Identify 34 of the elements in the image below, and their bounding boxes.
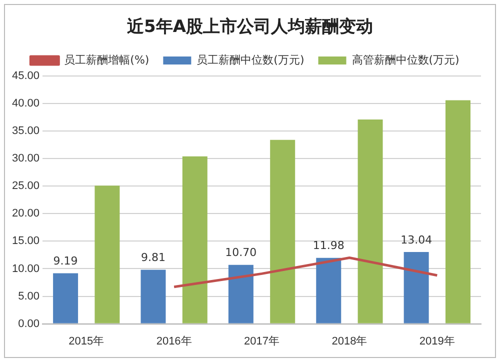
- y-tick-label: 40.00: [12, 98, 40, 110]
- bar: [404, 252, 429, 324]
- bar: [316, 258, 342, 324]
- bar: [94, 186, 120, 324]
- legend-label: 高管薪酬中位数(万元): [352, 53, 460, 66]
- y-tick-label: 35.00: [12, 125, 40, 138]
- y-tick-label: 5.00: [18, 290, 40, 302]
- x-tick-label: 2015年: [68, 335, 104, 348]
- y-tick-label: 10.00: [12, 262, 40, 275]
- y-tick-label: 0.00: [18, 318, 40, 330]
- x-tick-label: 2016年: [156, 335, 192, 348]
- y-tick-label: 45.00: [12, 70, 40, 82]
- bar: [53, 273, 78, 324]
- legend-label: 员工薪酬中位数(万元): [196, 53, 304, 66]
- data-label: 9.19: [53, 254, 78, 268]
- bar: [358, 120, 383, 324]
- bar: [445, 100, 470, 324]
- legend-label: 员工薪酬增幅(%): [64, 53, 150, 66]
- y-tick-label: 20.00: [12, 208, 40, 220]
- data-label: 13.04: [400, 233, 432, 246]
- x-tick-label: 2017年: [244, 335, 280, 348]
- bar: [228, 264, 254, 324]
- x-tick-label: 2018年: [332, 335, 368, 348]
- data-label: 10.70: [225, 246, 257, 260]
- y-tick-label: 30.00: [12, 152, 40, 165]
- data-label: 11.98: [312, 239, 344, 252]
- y-tick-label: 15.00: [12, 235, 40, 248]
- x-tick-label: 2019年: [419, 335, 455, 348]
- bar: [140, 270, 166, 324]
- bar: [270, 140, 296, 324]
- y-tick-label: 25.00: [12, 180, 40, 192]
- data-label: 9.81: [140, 251, 166, 264]
- bar: [182, 156, 208, 324]
- chart-title: 近5年A股上市公司人均薪酬变动: [126, 16, 374, 38]
